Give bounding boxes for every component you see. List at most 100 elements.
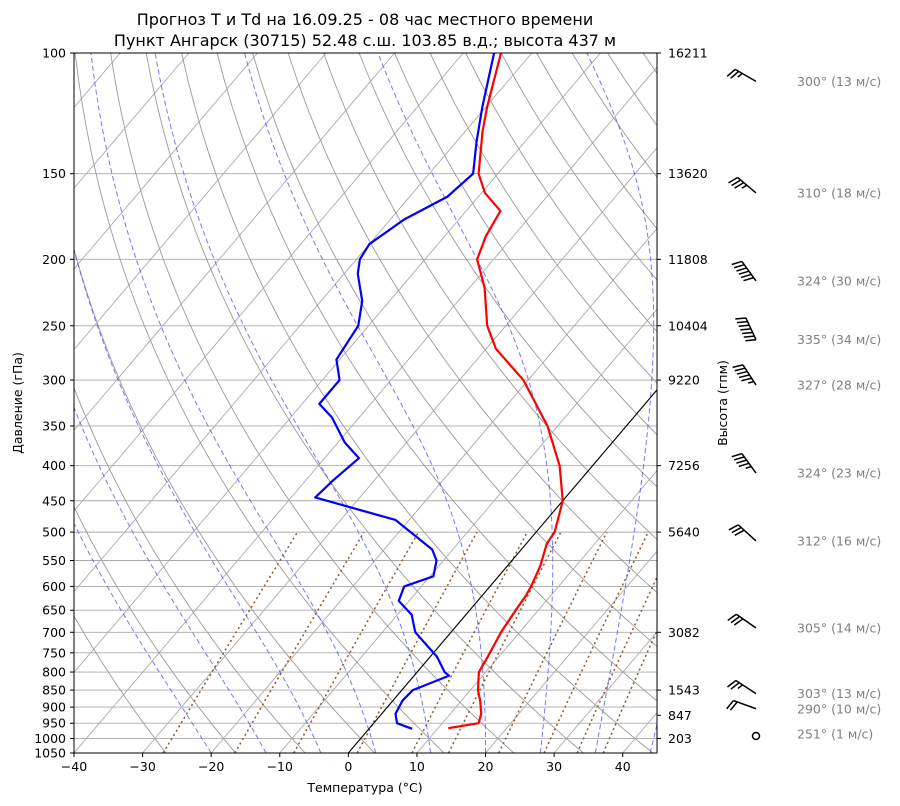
- wind-label: 324° (23 м/с): [797, 466, 881, 481]
- y-tick-label: 100: [42, 46, 66, 61]
- y-tick-label: 350: [42, 418, 66, 433]
- y-tick-label: 1050: [34, 746, 66, 761]
- wind-barb: 303° (13 м/с): [727, 679, 881, 701]
- isotherm-line: [74, 66, 657, 753]
- wind-label: 310° (18 м/с): [797, 185, 881, 200]
- isotherm-line: [210, 227, 657, 753]
- height-tick-label: 1543: [668, 683, 700, 698]
- barb-feather: [743, 276, 754, 282]
- plot-frame: [73, 52, 658, 754]
- y-tick-label: 200: [42, 252, 66, 267]
- barb-feather: [737, 684, 744, 690]
- zero-isotherm: [347, 389, 657, 753]
- dry-adiabat: [74, 615, 167, 753]
- isotherm-line: [553, 631, 657, 753]
- wind-barb: 324° (23 м/с): [731, 452, 881, 481]
- barb-feather: [735, 317, 746, 320]
- wind-label: 305° (14 м/с): [797, 621, 881, 636]
- moist-adiabat: [586, 53, 655, 753]
- dry-adiabat: [571, 53, 657, 178]
- x-tick-label: −10: [267, 759, 293, 774]
- wind-barb: 327° (28 м/с): [732, 364, 881, 392]
- height-tick-label: 9220: [668, 373, 700, 388]
- wind-label: 303° (13 м/с): [797, 686, 881, 701]
- dry-adiabat: [181, 53, 654, 753]
- dry-adiabat: [500, 53, 657, 281]
- dewpoint-line: [314, 53, 496, 730]
- dry-adiabat: [714, 53, 900, 753]
- barb-feather: [737, 72, 743, 78]
- wind-barb: 290° (10 м/с): [726, 699, 881, 716]
- dry-adiabat: [642, 53, 657, 75]
- barb-feather: [747, 380, 754, 384]
- height-tick-label: 203: [668, 731, 692, 746]
- y-tick-label: 300: [42, 373, 66, 388]
- barb-feather: [727, 679, 737, 688]
- wind-barb: 310° (18 м/с): [728, 176, 881, 200]
- x-tick-label: 20: [478, 759, 494, 774]
- isotherm-grid: [74, 53, 657, 753]
- y-tick-label: 500: [42, 525, 66, 540]
- barb-feather: [738, 462, 750, 468]
- isobar-grid: [74, 53, 657, 753]
- dry-adiabat: [110, 53, 515, 753]
- y-tick-label: 400: [42, 458, 66, 473]
- moist-adiabat: [90, 53, 377, 753]
- wind-label: 312° (16 м/с): [797, 533, 881, 548]
- isotherm-line: [485, 550, 657, 753]
- dry-adiabat: [821, 53, 900, 753]
- barb-feather: [731, 452, 743, 458]
- dry-adiabat: [679, 53, 900, 753]
- barb-feather: [728, 176, 738, 184]
- isotherm-line: [416, 469, 657, 753]
- mixing-ratio-line: [293, 531, 420, 753]
- wind-barb: 312° (16 м/с): [728, 524, 881, 548]
- barb-feather: [730, 615, 741, 624]
- barb-feather: [734, 367, 746, 372]
- y-tick-label: 800: [42, 665, 66, 680]
- dry-adiabat: [252, 53, 657, 647]
- x-tick-label: −40: [61, 759, 87, 774]
- dry-adiabat: [607, 53, 657, 127]
- temperature-line: [448, 53, 564, 730]
- barb-feather: [730, 70, 740, 79]
- y-tick-label: 450: [42, 493, 66, 508]
- barb-feather: [733, 263, 745, 269]
- wind-label: 300° (13 м/с): [797, 74, 881, 89]
- y-tick-label: 750: [42, 645, 66, 660]
- barb-feather: [733, 618, 744, 626]
- dry-adiabats: [74, 53, 900, 753]
- wind-label: 327° (28 м/с): [797, 377, 881, 392]
- y-tick-label: 1000: [34, 731, 66, 746]
- y-tick-label: 550: [42, 553, 66, 568]
- barb-feather: [740, 328, 752, 331]
- wind-barb: 324° (30 м/с): [731, 260, 881, 288]
- barb-feather: [742, 331, 753, 335]
- barb-feather: [736, 370, 748, 375]
- mixing-ratio-lines: [162, 531, 657, 753]
- height-tick-label: 7256: [668, 458, 700, 473]
- barb-feather: [731, 179, 742, 187]
- barb-staff: [737, 524, 757, 542]
- barb-feather: [726, 700, 735, 710]
- x-tick-label: −30: [129, 759, 155, 774]
- barb-feather: [745, 465, 752, 469]
- barb-feather: [738, 270, 750, 275]
- mixing-ratio-line: [543, 531, 649, 753]
- barb-feather: [731, 260, 743, 266]
- y-tick-label: 250: [42, 318, 66, 333]
- barb-feather: [729, 701, 738, 711]
- barb-feather: [741, 184, 748, 189]
- dry-adiabat: [394, 53, 657, 436]
- zero-isotherm-line: [347, 389, 657, 753]
- dry-adiabat: [287, 53, 657, 594]
- isotherm-line: [74, 53, 395, 431]
- dry-adiabat: [216, 53, 657, 702]
- height-tick-label: 3082: [668, 625, 700, 640]
- wind-label: 290° (10 м/с): [797, 701, 881, 716]
- moist-adiabat: [244, 53, 487, 753]
- mixing-ratio-line: [411, 531, 528, 753]
- dry-adiabat: [358, 53, 657, 488]
- mixing-ratio-line: [498, 531, 608, 753]
- wind-barb: 305° (14 м/с): [727, 613, 881, 636]
